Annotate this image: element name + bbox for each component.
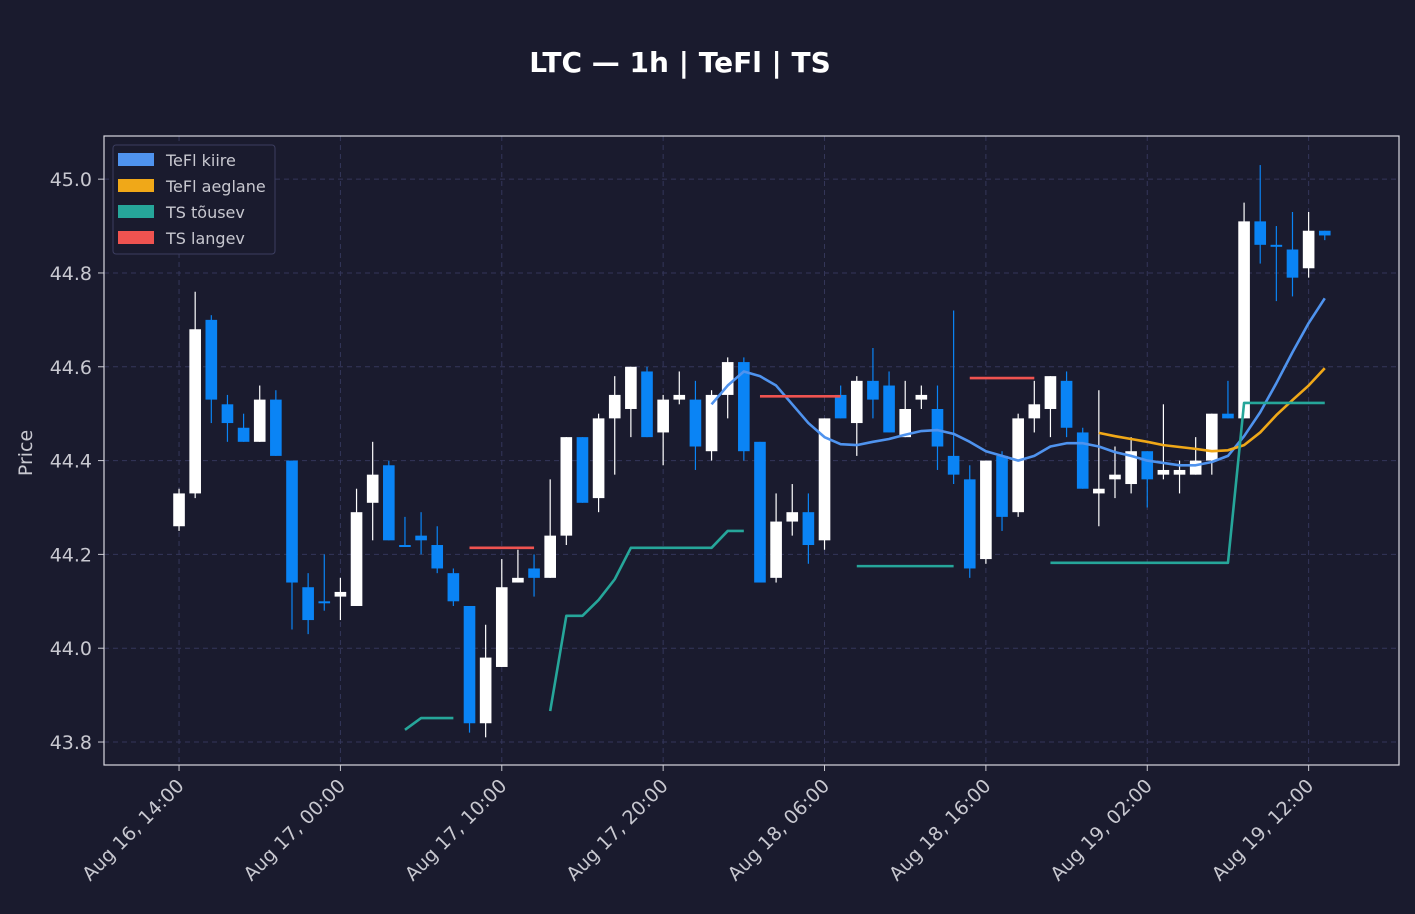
candle-body xyxy=(495,587,508,667)
candle-body xyxy=(302,587,314,621)
candle-body xyxy=(431,545,444,569)
candle-body xyxy=(415,535,427,541)
indicator-line xyxy=(469,376,1035,550)
candle-body xyxy=(447,573,460,602)
candle-body xyxy=(1286,249,1299,278)
candle-body xyxy=(625,366,637,409)
candle-body xyxy=(1157,469,1170,475)
candle-body xyxy=(963,479,976,569)
candle-body xyxy=(1141,451,1154,480)
indicator-line xyxy=(404,401,1325,731)
candle-body xyxy=(576,437,589,503)
candle-body xyxy=(1173,469,1186,475)
candle-body xyxy=(850,380,863,424)
y-tick-label: 44.4 xyxy=(50,451,92,473)
legend-label: TeFl aeglane xyxy=(165,177,266,196)
candle-body xyxy=(1189,460,1202,475)
legend-label: TeFl kiire xyxy=(165,151,236,170)
y-tick-label: 44.0 xyxy=(50,638,92,660)
candle-body xyxy=(399,545,411,548)
candle-body xyxy=(1060,380,1073,428)
candle-body xyxy=(366,474,379,503)
legend-swatch xyxy=(118,179,154,192)
candle-body xyxy=(899,408,912,438)
candle-body xyxy=(641,371,653,438)
candle-body xyxy=(608,394,621,419)
candle-body xyxy=(479,657,492,724)
y-tick-label: 43.8 xyxy=(50,732,92,754)
candle-body xyxy=(592,418,605,499)
candle-body xyxy=(883,385,895,433)
indicator-line xyxy=(1098,367,1326,453)
candle-body xyxy=(1254,221,1267,245)
candle-body xyxy=(383,465,395,541)
y-axis-label: Price xyxy=(15,430,37,476)
candle-body xyxy=(867,380,879,400)
candle-body xyxy=(770,521,782,578)
candle-body xyxy=(1044,376,1057,409)
candle-body xyxy=(560,437,573,536)
candle-body xyxy=(931,408,944,447)
candle-body xyxy=(528,568,540,578)
y-tick-label: 44.8 xyxy=(50,263,92,285)
legend-label: TS tõusev xyxy=(165,203,245,222)
candle-body xyxy=(802,512,815,546)
candle-body xyxy=(221,404,234,424)
indicator-line xyxy=(710,297,1326,467)
legend-swatch xyxy=(118,205,154,218)
candle-body xyxy=(996,455,1008,517)
candle-body xyxy=(673,394,686,400)
legend-swatch xyxy=(118,153,154,166)
candle-body xyxy=(334,591,347,597)
candle-body xyxy=(1076,432,1089,489)
candle-body xyxy=(738,362,750,452)
candle-body xyxy=(818,418,831,541)
candle-body xyxy=(189,329,201,494)
candle-body xyxy=(1238,221,1250,419)
candle-body xyxy=(1093,488,1105,494)
candle-body xyxy=(947,455,960,475)
candle-body xyxy=(173,493,185,527)
candle-body xyxy=(1270,244,1283,247)
plot-frame xyxy=(103,135,1400,766)
candle-body xyxy=(915,394,928,400)
candle-body xyxy=(205,319,218,400)
candle-body xyxy=(463,605,476,724)
candle-body xyxy=(512,577,524,583)
candle-body xyxy=(657,399,669,433)
candle-body xyxy=(270,399,282,456)
candle-body xyxy=(980,460,992,560)
candle-body xyxy=(1302,230,1315,269)
y-tick-label: 44.6 xyxy=(50,357,92,379)
candle-body xyxy=(705,394,718,452)
candle-body xyxy=(754,441,766,583)
candle-body xyxy=(721,362,734,395)
plot xyxy=(173,165,1331,738)
candle-body xyxy=(237,427,250,442)
candle-body xyxy=(544,535,556,578)
candle-body xyxy=(350,512,363,606)
candle-body xyxy=(1222,413,1234,419)
chart-title: LTC — 1h | TeFl | TS xyxy=(529,46,831,79)
candle-body xyxy=(1318,230,1331,236)
legend: TeFl kiire TeFl aeglane TS tõusev TS langev xyxy=(112,144,276,255)
legend-swatch xyxy=(118,231,154,244)
candle-body xyxy=(286,460,298,583)
candle-body xyxy=(318,601,331,604)
legend-label: TS langev xyxy=(165,229,245,248)
candle-body xyxy=(689,399,702,447)
candle-body xyxy=(1028,404,1041,419)
legend-box xyxy=(112,144,276,255)
candle-body xyxy=(786,512,799,522)
candle-body xyxy=(1012,418,1024,513)
y-tick-label: 45.0 xyxy=(50,169,92,191)
candle-body xyxy=(253,399,266,442)
candle-body xyxy=(834,394,847,419)
y-tick-label: 44.2 xyxy=(50,544,92,566)
candle-body xyxy=(1206,413,1218,461)
candle-body xyxy=(1125,451,1137,485)
candle-body xyxy=(1109,474,1121,480)
